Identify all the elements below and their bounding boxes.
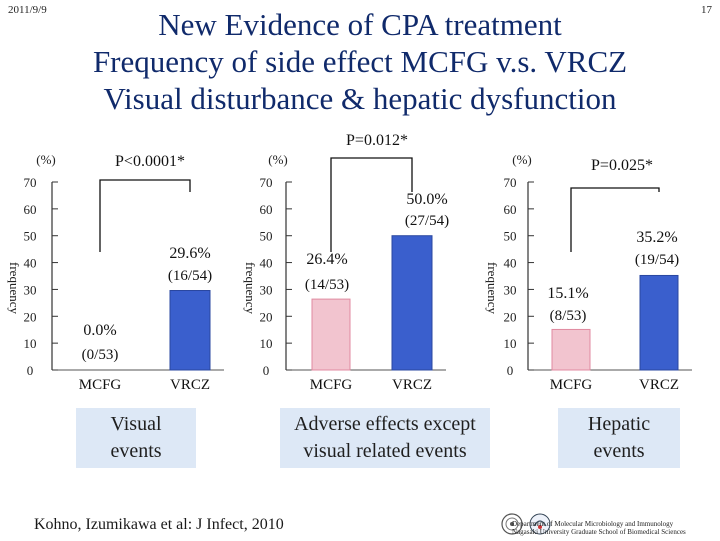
caption-box-visual: Visual events — [76, 408, 196, 468]
y-axis-label: frequency — [485, 262, 500, 314]
significance-bracket — [570, 187, 660, 252]
y-tick-label: 0 — [27, 363, 34, 378]
x-category-label: VRCZ — [639, 377, 679, 393]
y-tick-label: 10 — [24, 336, 37, 351]
unit-label: (%) — [268, 152, 288, 167]
y-tick-label: 50 — [260, 229, 273, 244]
title-line-1: New Evidence of CPA treatment — [158, 7, 562, 42]
bar-vrcz — [639, 274, 679, 371]
caption-box-adverse: Adverse effects except visual related ev… — [280, 408, 490, 468]
p-value-label: P=0.025* — [591, 157, 653, 174]
unit-label: (%) — [36, 152, 56, 167]
y-tick-label: 60 — [504, 202, 517, 217]
y-tick-label: 10 — [504, 336, 517, 351]
y-tick-label: 40 — [24, 256, 37, 271]
y-tick-label: 40 — [260, 256, 273, 271]
data-label-percent: 15.1% — [547, 285, 588, 302]
slide-number: 17 — [701, 4, 712, 16]
data-label-fraction: (16/54) — [168, 268, 212, 284]
title-line-3: Visual disturbance & hepatic dysfunction — [103, 81, 617, 116]
bar-mcfg — [551, 328, 591, 371]
caption-hepatic-line2: events — [593, 440, 645, 462]
p-value-label: P=0.012* — [346, 132, 408, 149]
slide-date: 2011/9/9 — [8, 4, 47, 16]
caption-box-hepatic: Hepatic events — [558, 408, 680, 468]
title-line-2: Frequency of side effect MCFG v.s. VRCZ — [92, 44, 628, 79]
bar-vrcz — [391, 235, 433, 371]
data-label-percent: 26.4% — [306, 251, 347, 268]
affiliation: Department of Molecular Microbiology and… — [512, 520, 712, 536]
x-category-label: MCFG — [79, 377, 122, 393]
affiliation-line-2: Nagasaki University Graduate School of B… — [512, 528, 686, 536]
data-label-fraction: (8/53) — [550, 308, 587, 324]
bar-vrcz — [169, 290, 211, 371]
y-tick-label: 60 — [24, 202, 37, 217]
x-category-label: MCFG — [550, 377, 593, 393]
data-label-percent: 50.0% — [406, 191, 447, 208]
y-tick-label: 30 — [260, 282, 273, 297]
citation: Kohno, Izumikawa et al: J Infect, 2010 — [34, 516, 284, 533]
x-category-label: VRCZ — [170, 377, 210, 393]
y-axis-label: frequency — [7, 262, 22, 314]
y-tick-label: 0 — [507, 363, 514, 378]
y-tick-label: 20 — [24, 309, 37, 324]
caption-adverse-line2: visual related events — [303, 440, 467, 462]
lab-logo-icon — [528, 512, 552, 536]
data-label-percent: 35.2% — [636, 229, 677, 246]
caption-adverse-line1: Adverse effects except — [294, 413, 476, 435]
x-category-label: VRCZ — [392, 377, 432, 393]
data-label-fraction: (27/54) — [405, 213, 449, 229]
data-label-fraction: (19/54) — [635, 252, 679, 268]
significance-bracket — [330, 157, 413, 252]
y-tick-label: 70 — [24, 175, 37, 190]
data-label-fraction: (0/53) — [82, 347, 119, 363]
y-tick-label: 70 — [260, 175, 273, 190]
university-logo-icon — [500, 512, 524, 536]
x-category-label: MCFG — [310, 377, 353, 393]
data-label-fraction: (14/53) — [305, 277, 349, 293]
affiliation-line-1: Department of Molecular Microbiology and… — [512, 520, 674, 528]
y-axis-label: frequency — [243, 262, 258, 314]
data-label-percent: 29.6% — [169, 245, 210, 262]
y-tick-label: 60 — [260, 202, 273, 217]
caption-hepatic-line1: Hepatic — [587, 413, 651, 435]
caption-visual-line1: Visual — [110, 413, 162, 435]
unit-label: (%) — [512, 152, 532, 167]
y-tick-label: 50 — [504, 229, 517, 244]
y-tick-label: 10 — [260, 336, 273, 351]
y-tick-label: 0 — [263, 363, 270, 378]
y-tick-label: 20 — [260, 309, 273, 324]
y-tick-label: 40 — [504, 256, 517, 271]
bar-mcfg — [311, 298, 351, 371]
y-tick-label: 50 — [24, 229, 37, 244]
caption-visual-line2: events — [110, 440, 162, 462]
significance-bracket — [99, 179, 191, 252]
y-tick-label: 70 — [504, 175, 517, 190]
y-tick-label: 20 — [504, 309, 517, 324]
y-tick-label: 30 — [504, 282, 517, 297]
p-value-label: P<0.0001* — [115, 153, 185, 170]
data-label-percent: 0.0% — [83, 322, 116, 339]
y-tick-label: 30 — [24, 282, 37, 297]
